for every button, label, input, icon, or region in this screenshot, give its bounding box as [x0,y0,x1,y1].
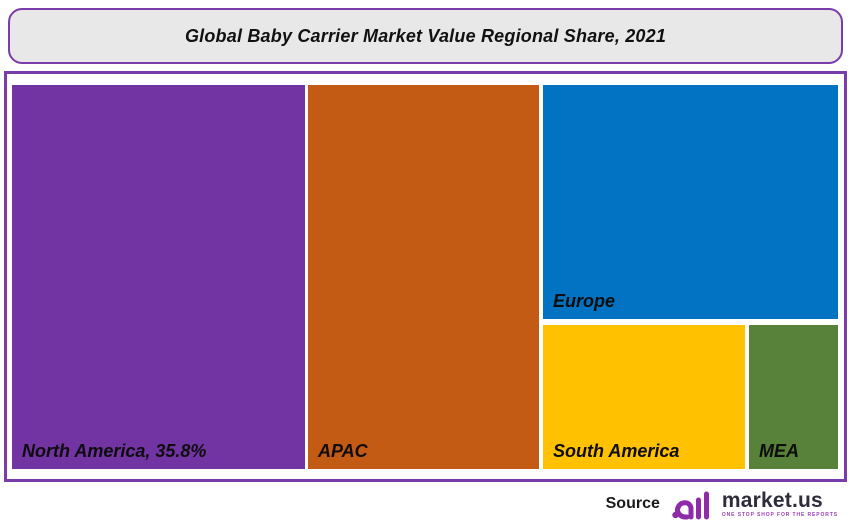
treemap-tile-label: MEA [759,441,799,461]
treemap-tile-mea: MEA [749,325,838,469]
treemap-tile-south-america: South America [543,325,745,469]
treemap-tile-north-america: North America, 35.8% [12,85,305,469]
marketus-brand-block: market.us ONE STOP SHOP FOR THE REPORTS [722,490,838,518]
chart-title: Global Baby Carrier Market Value Regiona… [184,25,667,46]
treemap-tile-label: APAC [318,441,368,461]
chart-title-banner: Global Baby Carrier Market Value Regiona… [8,8,843,64]
treemap-chart: North America, 35.8% APAC Europe South Amer… [7,74,844,479]
marketus-brand-tagline: ONE STOP SHOP FOR THE REPORTS [721,512,838,518]
treemap-tile-apac: APAC [308,85,539,469]
source-attribution: Source market.us ONE STOP SHOP FOR THE R… [606,488,838,520]
treemap-tile-europe: Europe [543,85,838,319]
chart-frame: North America, 35.8% APAC Europe South Amer… [4,71,847,482]
marketus-logo-icon [672,491,709,520]
treemap-tile-label: Europe [553,291,616,311]
marketus-brand-name: market.us [721,489,823,512]
source-label: Source [605,495,660,512]
treemap-tile-label: South America [553,441,680,461]
treemap-tile-label: North America, 35.8% [22,441,207,461]
